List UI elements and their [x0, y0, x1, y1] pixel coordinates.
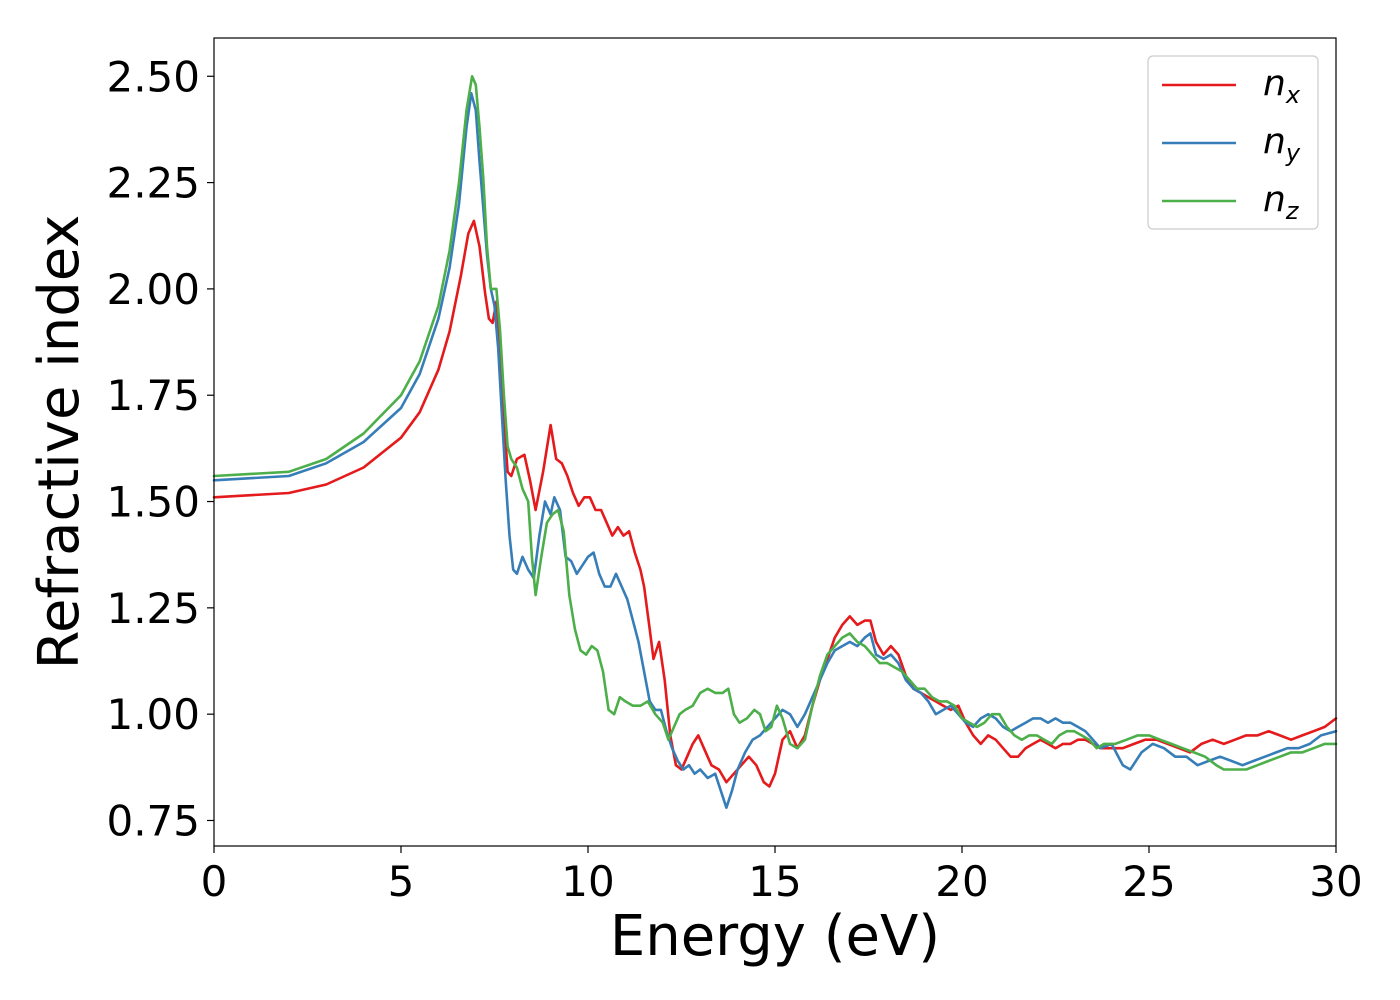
x-axis-title: Energy (eV)	[610, 904, 940, 969]
x-tick-label: 30	[1309, 857, 1362, 906]
y-tick-label: 1.25	[106, 584, 200, 633]
x-tick-label: 5	[388, 857, 415, 906]
y-tick-label: 1.00	[106, 690, 200, 739]
legend: nx ny nz	[1147, 55, 1319, 230]
series-line-x	[212, 219, 1338, 788]
legend-label-x: nx	[1263, 63, 1301, 109]
legend-label-y: ny	[1263, 121, 1301, 167]
y-tick-label: 0.75	[106, 796, 200, 845]
x-tick-label: 20	[935, 857, 988, 906]
y-tick-label: 2.25	[106, 159, 200, 208]
y-tick-label: 1.75	[106, 371, 200, 420]
y-axis: 0.75 1.00 1.25 1.50 1.75 2.00 2.25 2.50	[106, 52, 214, 845]
x-tick-label: 15	[748, 857, 801, 906]
series-lines	[212, 75, 1338, 809]
y-axis-title: Refractive index	[27, 215, 92, 670]
x-axis: 0 5 10 15 20 25 30	[201, 846, 1363, 906]
series-line-z	[212, 75, 1338, 771]
legend-label-z: nz	[1263, 179, 1300, 225]
x-tick-label: 10	[561, 857, 614, 906]
y-tick-label: 1.50	[106, 478, 200, 527]
y-tick-label: 2.00	[106, 265, 200, 314]
x-tick-label: 0	[201, 857, 228, 906]
y-tick-label: 2.50	[106, 52, 200, 101]
x-tick-label: 25	[1122, 857, 1175, 906]
